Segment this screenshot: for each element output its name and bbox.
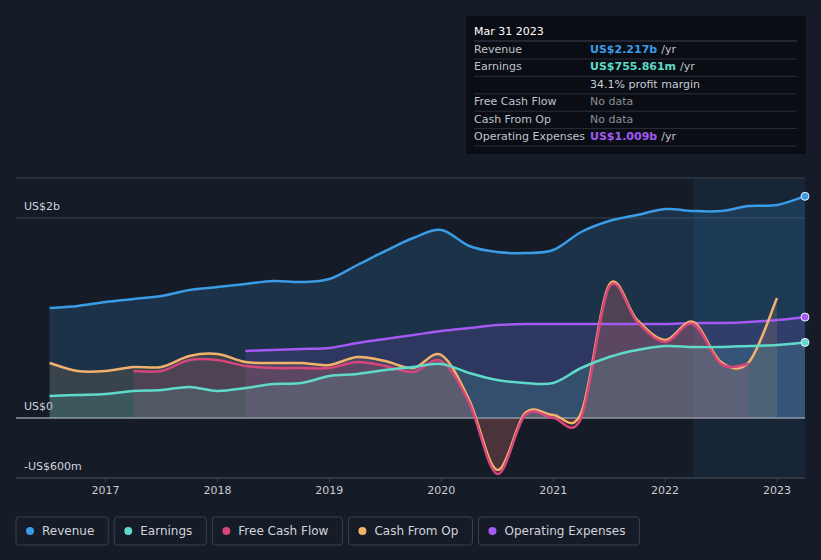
x-tick-label: 2022 [651,484,679,497]
end-dot [801,192,809,200]
tooltip-value-text: US$2.217b [590,43,657,56]
legend-swatch [26,527,34,535]
y-tick-label: US$2b [24,200,60,213]
x-tick-label: 2017 [92,484,120,497]
x-tick [217,478,218,482]
tooltip-unit: /yr [680,60,695,73]
tooltip-value-text: US$755.861m [590,60,676,73]
x-tick [553,478,554,482]
tooltip-value: US$2.217b/yr [590,43,676,56]
line [50,282,777,471]
legend-label: Revenue [42,524,94,538]
line [50,196,805,308]
x-tick [329,478,330,482]
x-tick-label: 2021 [539,484,567,497]
end-dot [801,338,809,346]
tooltip-value-text: 34.1% profit margin [590,78,700,91]
tooltip-value-text: US$1.009b [590,130,657,143]
tooltip-separator [474,76,797,77]
x-tick-label: 2023 [763,484,791,497]
x-tick [105,478,106,482]
legend-box [114,517,206,545]
legend-label: Free Cash Flow [238,524,328,538]
tooltip-value: 34.1% profit margin [590,78,700,91]
legend-swatch [358,527,366,535]
x-tick-label: 2019 [315,484,343,497]
legend-label: Earnings [140,524,192,538]
y-tick-label: US$0 [24,400,53,413]
tooltip-separator [474,128,797,129]
x-tick [441,478,442,482]
tooltip-label: Free Cash Flow [474,95,557,108]
tooltip-label: Earnings [474,60,522,73]
legend-box [348,517,472,545]
background [0,0,821,560]
legend-swatch [488,527,496,535]
tooltip-separator [474,59,797,60]
x-tick-label: 2018 [203,484,231,497]
legend-item: Revenue [16,517,108,545]
legend-item: Earnings [114,517,206,545]
x-tick [665,478,666,482]
tooltip-unit: /yr [661,43,676,56]
tooltip-label: Operating Expenses [474,130,585,143]
tooltip-separator [474,111,797,112]
legend-box [16,517,108,545]
end-dot [801,313,809,321]
tooltip-value-text: No data [590,113,633,126]
tooltip-label: Revenue [474,43,522,56]
tooltip-separator [474,41,797,42]
tooltip-value: US$755.861m/yr [590,60,695,73]
x-tick [777,478,778,482]
grid-line [16,478,805,479]
legend-swatch [124,527,132,535]
legend-item: Free Cash Flow [212,517,342,545]
plot-area [50,196,805,474]
tooltip-value: No data [590,113,633,126]
line [134,283,750,474]
tooltip-value: No data [590,95,633,108]
tooltip-separator [474,146,797,147]
tooltip-unit: /yr [661,130,676,143]
legend-box [212,517,342,545]
area [50,342,805,418]
legend-swatch [222,527,230,535]
frame-top [16,178,805,179]
line [50,342,805,396]
legend-label: Operating Expenses [504,524,625,538]
y-tick-label: -US$600m [24,460,82,473]
chart: -US$600m US$0 US$2b 2017 2018 2019 2020 2021 202… [0,0,821,560]
x-tick-label: 2020 [427,484,455,497]
legend-item: Cash From Op [348,517,472,545]
tooltip-separator [474,93,797,94]
tooltip-value: US$1.009b/yr [590,130,676,143]
tooltip-value-text: No data [590,95,633,108]
tooltip-date: Mar 31 2023 [474,25,544,38]
legend-item: Operating Expenses [478,517,639,545]
tooltip-label: Cash From Op [474,113,551,126]
frame-bottom [16,478,805,479]
legend-label: Cash From Op [374,524,458,538]
legend-box [478,517,639,545]
tooltip-box [466,16,806,154]
